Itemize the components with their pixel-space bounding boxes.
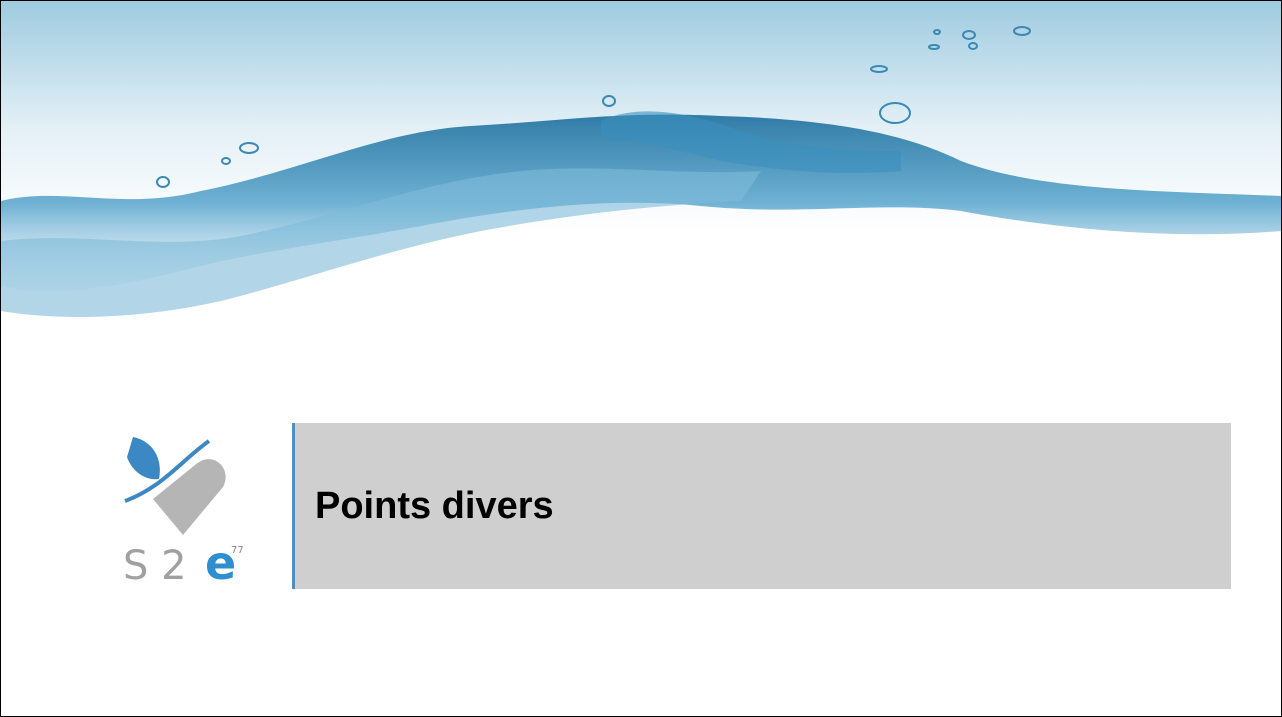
title-box: Points divers [292, 423, 1231, 589]
logo-leaf [127, 437, 160, 479]
water-banner [1, 1, 1281, 361]
logo: S 2 e 77 [113, 429, 243, 589]
logo-heart [153, 459, 226, 535]
logo-superscript: 77 [231, 545, 243, 556]
slide-title: Points divers [315, 485, 554, 528]
slide: S 2 e 77 Points divers [0, 0, 1282, 717]
logo-mark: e [205, 536, 236, 589]
logo-text: S 2 [123, 543, 187, 589]
